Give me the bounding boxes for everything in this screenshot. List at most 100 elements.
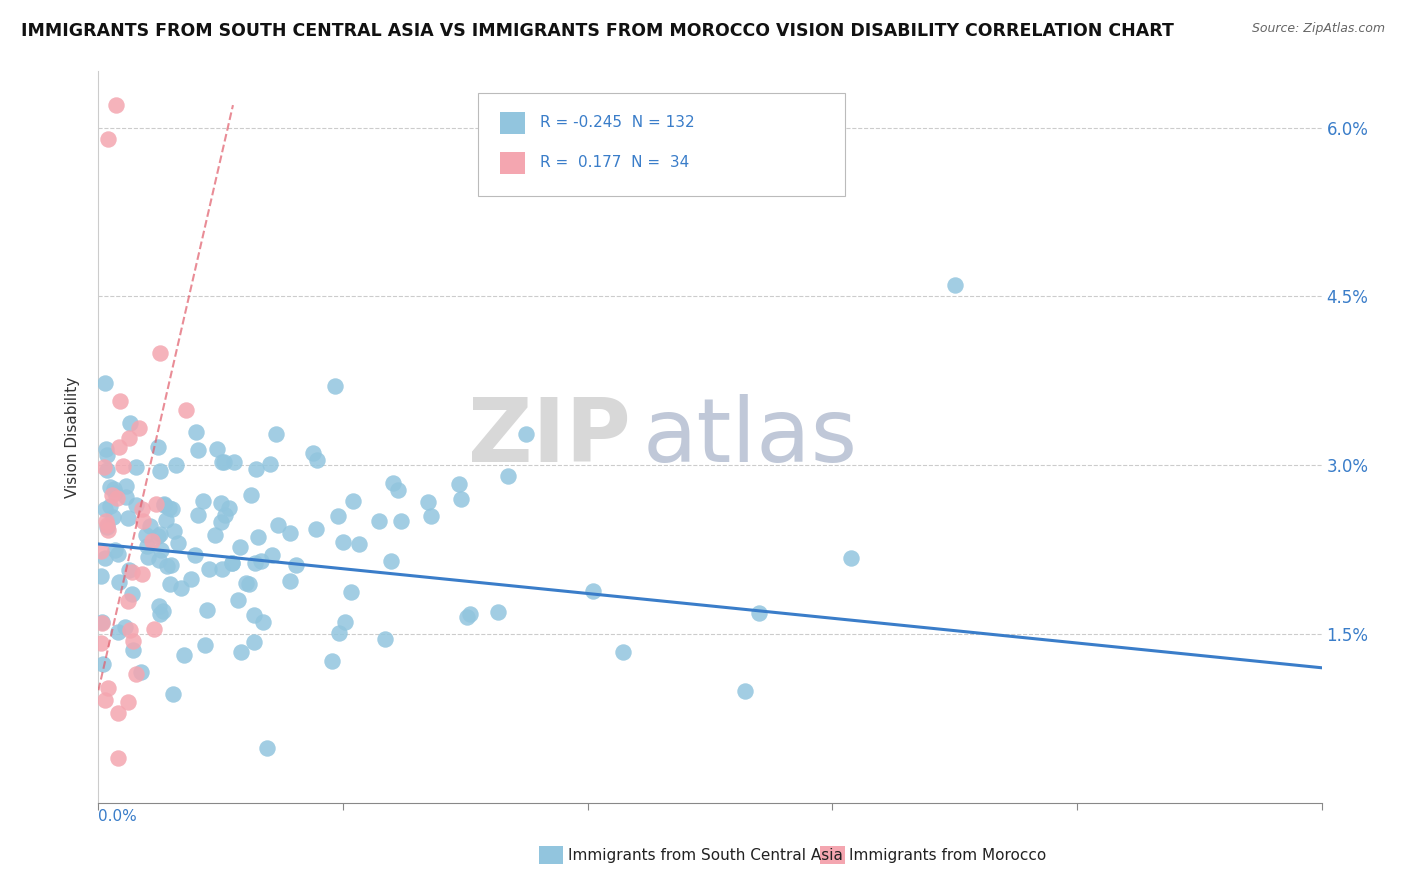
- Text: IMMIGRANTS FROM SOUTH CENTRAL ASIA VS IMMIGRANTS FROM MOROCCO VISION DISABILITY : IMMIGRANTS FROM SOUTH CENTRAL ASIA VS IM…: [21, 22, 1174, 40]
- Point: [131, 502, 153, 516]
- Point: [515, 427, 537, 442]
- Point: [96, 448, 118, 462]
- Point: [264, 427, 287, 442]
- Point: [165, 458, 187, 472]
- Point: [149, 542, 172, 557]
- Point: [245, 462, 267, 476]
- Point: [328, 626, 350, 640]
- Point: [198, 562, 221, 576]
- Point: [101, 488, 124, 502]
- Point: [209, 496, 232, 510]
- Point: [367, 515, 389, 529]
- FancyBboxPatch shape: [499, 152, 526, 174]
- Point: [105, 491, 128, 505]
- Point: [93, 693, 115, 707]
- Point: [90, 543, 112, 558]
- Point: [136, 539, 159, 553]
- Point: [97, 681, 120, 695]
- Point: [96, 463, 118, 477]
- Point: [267, 518, 290, 533]
- Point: [382, 475, 405, 490]
- Point: [149, 464, 172, 478]
- Point: [456, 609, 478, 624]
- Point: [146, 440, 169, 454]
- Point: [612, 645, 634, 659]
- Point: [90, 636, 112, 650]
- Point: [114, 620, 136, 634]
- Point: [332, 534, 354, 549]
- Point: [174, 403, 197, 417]
- Point: [231, 645, 253, 659]
- Point: [94, 550, 117, 565]
- Point: [101, 510, 124, 524]
- Point: [145, 497, 167, 511]
- Text: Immigrants from South Central Asia: Immigrants from South Central Asia: [568, 848, 844, 863]
- Point: [183, 548, 205, 562]
- Point: [221, 556, 243, 570]
- Point: [307, 453, 329, 467]
- Point: [259, 457, 281, 471]
- Point: [97, 132, 120, 146]
- Point: [204, 528, 226, 542]
- Point: [304, 523, 326, 537]
- Point: [94, 376, 117, 390]
- Point: [184, 425, 207, 439]
- Point: [91, 615, 114, 630]
- Point: [143, 622, 166, 636]
- Point: [141, 533, 163, 548]
- Point: [205, 442, 228, 457]
- Text: R =  0.177  N =  34: R = 0.177 N = 34: [540, 155, 689, 170]
- Point: [195, 603, 218, 617]
- Point: [374, 632, 396, 647]
- Point: [149, 607, 172, 621]
- Point: [387, 483, 409, 497]
- Point: [194, 638, 217, 652]
- Point: [156, 558, 179, 573]
- Point: [136, 549, 159, 564]
- Point: [302, 446, 325, 460]
- Point: [120, 417, 142, 431]
- Point: [152, 604, 174, 618]
- Point: [125, 498, 148, 512]
- Point: [155, 513, 177, 527]
- Point: [214, 508, 236, 523]
- Point: [148, 599, 170, 613]
- Point: [943, 278, 966, 293]
- Point: [349, 537, 371, 551]
- Text: atlas: atlas: [643, 393, 858, 481]
- Point: [121, 565, 143, 579]
- Point: [496, 468, 519, 483]
- Point: [218, 500, 240, 515]
- Point: [90, 569, 112, 583]
- Point: [121, 587, 143, 601]
- Point: [246, 530, 269, 544]
- Point: [96, 514, 118, 528]
- Point: [162, 687, 184, 701]
- Text: ZIP: ZIP: [468, 393, 630, 481]
- Point: [342, 494, 364, 508]
- Point: [139, 519, 162, 533]
- Point: [104, 98, 127, 112]
- Point: [114, 478, 136, 492]
- Point: [124, 667, 146, 681]
- Point: [94, 442, 117, 456]
- Point: [153, 498, 176, 512]
- Point: [187, 508, 209, 523]
- Point: [486, 605, 509, 619]
- Point: [235, 576, 257, 591]
- Text: Immigrants from Morocco: Immigrants from Morocco: [849, 848, 1046, 863]
- Point: [117, 511, 139, 525]
- Point: [108, 393, 131, 408]
- Point: [107, 751, 129, 765]
- Point: [582, 584, 605, 599]
- Point: [100, 480, 122, 494]
- Point: [115, 490, 138, 504]
- Text: R = -0.245  N = 132: R = -0.245 N = 132: [540, 115, 695, 130]
- Point: [278, 526, 301, 541]
- Point: [260, 549, 283, 563]
- Point: [326, 509, 349, 524]
- Point: [135, 527, 157, 541]
- Point: [104, 543, 127, 558]
- FancyBboxPatch shape: [478, 94, 845, 195]
- Point: [122, 643, 145, 657]
